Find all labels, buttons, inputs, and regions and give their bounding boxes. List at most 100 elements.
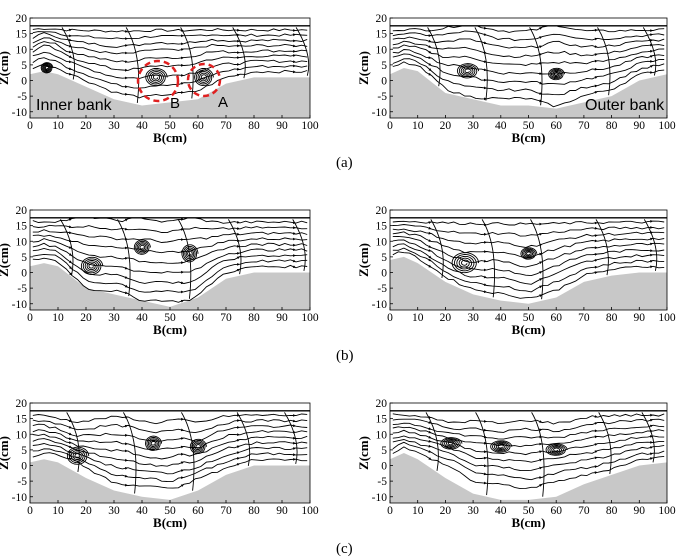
streamline-arrow [650, 446, 654, 449]
streamline-arrow [292, 60, 296, 63]
streamline [595, 219, 609, 276]
streamline-arrow [428, 444, 432, 448]
streamline [32, 224, 308, 234]
streamline-arrow [293, 453, 296, 457]
streamline-arrow [650, 220, 654, 223]
inner-bank-annotation: Inner bank [36, 97, 113, 114]
streamline-arrow [594, 226, 598, 230]
vortex [40, 62, 54, 74]
streamline-arrow [594, 415, 598, 418]
streamline-arrow [594, 246, 598, 250]
streamline [392, 61, 665, 108]
streamline-arrow [125, 92, 128, 96]
streamline-arrow [181, 290, 184, 294]
y-tick-label: 20 [16, 205, 28, 217]
streamline [392, 235, 665, 268]
label-a: A [218, 94, 228, 111]
y-axis-label: Z(cm) [0, 436, 11, 470]
streamline [530, 219, 544, 300]
streamline [125, 27, 140, 103]
streamline-arrow [125, 246, 128, 250]
streamline-arrow [236, 451, 240, 455]
streamline-arrow [181, 476, 184, 480]
x-tick-label: 0 [27, 312, 33, 324]
streamline-arrow [181, 74, 184, 77]
streamline [180, 27, 194, 99]
x-tick-label: 0 [387, 120, 393, 132]
streamline [284, 412, 298, 465]
y-tick-label: -5 [17, 91, 27, 103]
x-axis-label: B(cm) [512, 322, 546, 337]
streamline-arrow [428, 249, 432, 252]
streamline [392, 418, 665, 433]
streamline-arrow [484, 450, 487, 454]
x-tick-label: 40 [136, 505, 148, 517]
x-tick-label: 40 [136, 120, 148, 132]
flow-field [30, 217, 310, 310]
streamline-arrow [125, 76, 128, 80]
x-tick-label: 40 [495, 120, 507, 132]
streamline [392, 429, 665, 456]
streamline-arrow [428, 63, 432, 66]
streamline-arrow [483, 275, 487, 279]
streamline-arrow [180, 461, 184, 465]
streamline-arrow [237, 28, 240, 32]
bed-profile [390, 256, 667, 310]
streamline-arrow [594, 59, 598, 63]
streamline-arrow [650, 424, 654, 428]
streamline-arrow [483, 259, 487, 263]
vortex [490, 440, 513, 453]
streamline [598, 412, 612, 474]
streamline [643, 219, 658, 272]
streamline-arrow [484, 250, 487, 253]
streamline-arrow [68, 38, 72, 42]
streamline-arrow [594, 234, 598, 237]
y-tick-label: -5 [377, 283, 387, 295]
x-tick-label: 100 [301, 505, 319, 517]
streamline-arrow [484, 241, 487, 244]
x-tick-label: 60 [550, 312, 562, 324]
streamline-arrow [68, 260, 72, 264]
streamline-arrow [180, 82, 184, 85]
y-axis-label: Z(cm) [356, 243, 371, 277]
y-tick-label: 0 [21, 461, 27, 473]
streamline-arrow [650, 60, 654, 63]
streamline-arrow [428, 427, 432, 430]
streamline [392, 58, 665, 96]
streamline [392, 228, 665, 248]
x-tick-label: 50 [164, 120, 176, 132]
streamline [32, 32, 308, 48]
streamline-arrow [594, 443, 598, 446]
streamline-arrow [237, 67, 240, 71]
y-tick-label: -10 [372, 107, 388, 119]
x-tick-label: 90 [634, 505, 646, 517]
streamline-arrow [292, 54, 296, 57]
vortex [548, 67, 565, 81]
streamline-arrow [594, 259, 598, 262]
streamline-arrow [483, 456, 487, 460]
streamline-arrow [68, 425, 72, 429]
y-tick-label: 20 [376, 398, 388, 410]
streamline-arrow [236, 232, 240, 236]
outer-bank-label: Outer bank [585, 97, 665, 114]
y-tick-label: 20 [376, 205, 388, 217]
streamline-arrow [484, 97, 487, 101]
panel-b-left: 0 10 20 30 40 50 60 70 80 90 10020151050-5-10B(cm)… [0, 205, 319, 337]
streamline [392, 224, 665, 237]
x-tick-label: 70 [578, 505, 590, 517]
streamline-arrow [650, 38, 654, 42]
streamline-arrow [594, 271, 598, 274]
x-axis-label: B(cm) [153, 130, 187, 145]
streamline-arrow [293, 436, 296, 440]
streamline-arrow [181, 270, 184, 274]
streamline-arrow [292, 424, 296, 427]
streamline-arrow [68, 50, 72, 54]
streamline-arrow [484, 268, 487, 272]
flow-field [390, 219, 667, 310]
streamline [392, 251, 665, 299]
streamline [392, 413, 665, 425]
vortex [456, 63, 480, 79]
streamline-arrow [650, 242, 654, 246]
streamline-arrow [181, 261, 184, 265]
